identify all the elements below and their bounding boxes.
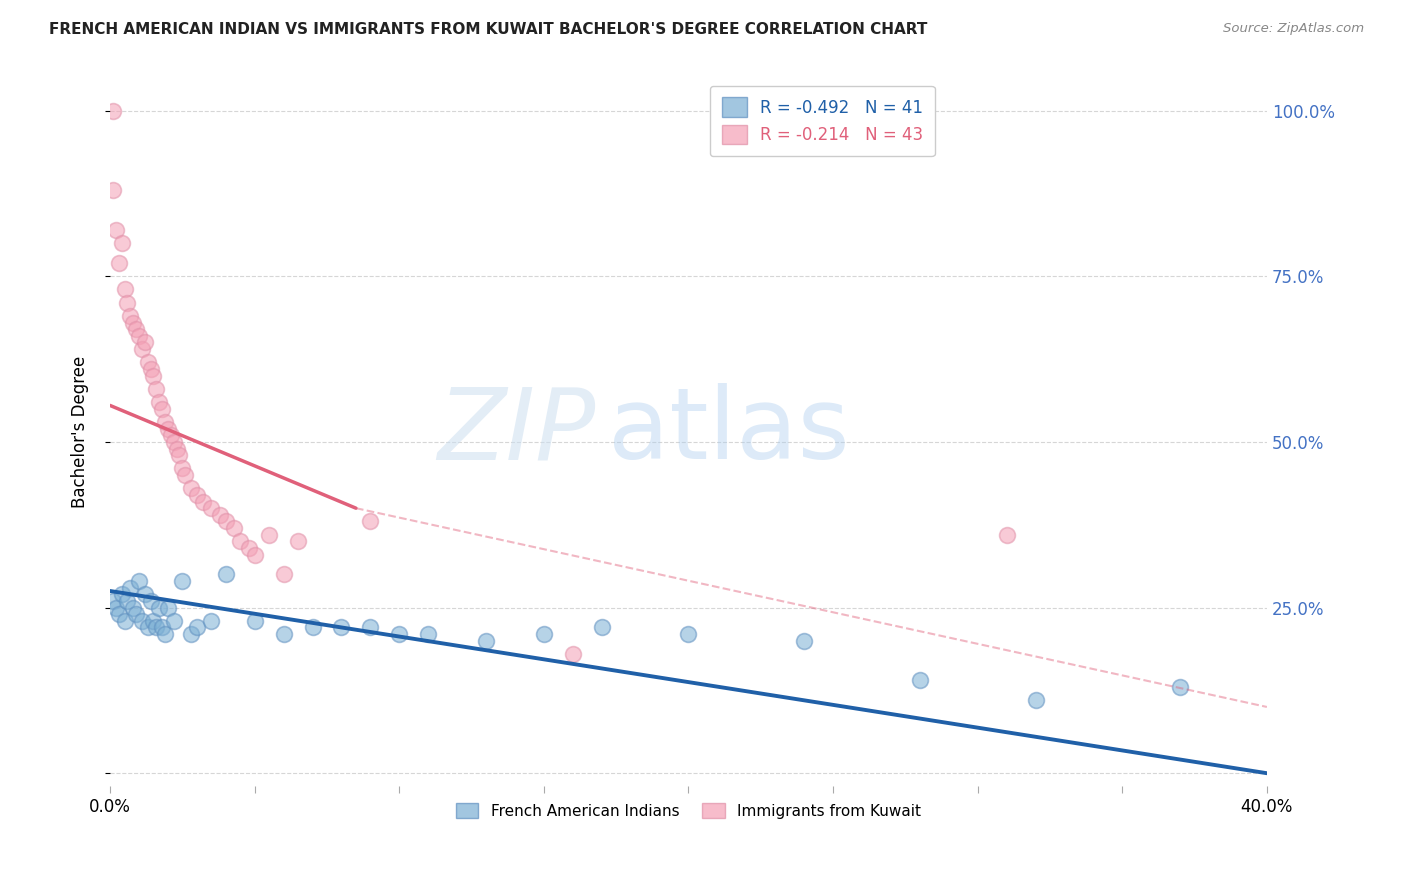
- Point: [229, 534, 252, 549]
- Point: [257, 527, 280, 541]
- Point: [330, 620, 353, 634]
- Legend: French American Indians, Immigrants from Kuwait: French American Indians, Immigrants from…: [450, 797, 928, 825]
- Point: [163, 434, 186, 449]
- Point: [120, 309, 142, 323]
- Point: [224, 521, 246, 535]
- Point: [131, 614, 153, 628]
- Point: [131, 342, 153, 356]
- Point: [139, 362, 162, 376]
- Point: [104, 223, 127, 237]
- Point: [136, 355, 159, 369]
- Point: [243, 614, 266, 628]
- Point: [186, 488, 208, 502]
- Text: Source: ZipAtlas.com: Source: ZipAtlas.com: [1223, 22, 1364, 36]
- Point: [139, 594, 162, 608]
- Point: [156, 600, 179, 615]
- Point: [128, 329, 150, 343]
- Point: [186, 620, 208, 634]
- Point: [150, 401, 173, 416]
- Point: [388, 627, 411, 641]
- Point: [678, 627, 700, 641]
- Point: [111, 236, 134, 251]
- Point: [101, 183, 124, 197]
- Point: [215, 515, 238, 529]
- Point: [156, 422, 179, 436]
- Point: [111, 587, 134, 601]
- Point: [200, 501, 222, 516]
- Point: [163, 614, 186, 628]
- Point: [153, 627, 176, 641]
- Y-axis label: Bachelor's Degree: Bachelor's Degree: [72, 356, 89, 508]
- Point: [122, 600, 145, 615]
- Text: atlas: atlas: [607, 384, 849, 481]
- Point: [995, 527, 1018, 541]
- Point: [591, 620, 613, 634]
- Point: [191, 494, 214, 508]
- Point: [145, 382, 167, 396]
- Point: [793, 633, 815, 648]
- Point: [104, 600, 127, 615]
- Point: [172, 461, 194, 475]
- Text: FRENCH AMERICAN INDIAN VS IMMIGRANTS FROM KUWAIT BACHELOR'S DEGREE CORRELATION C: FRENCH AMERICAN INDIAN VS IMMIGRANTS FRO…: [49, 22, 928, 37]
- Point: [1168, 680, 1191, 694]
- Point: [172, 574, 194, 588]
- Point: [148, 395, 170, 409]
- Point: [180, 627, 202, 641]
- Point: [101, 103, 124, 118]
- Point: [117, 594, 139, 608]
- Point: [301, 620, 323, 634]
- Point: [120, 581, 142, 595]
- Point: [243, 548, 266, 562]
- Point: [208, 508, 231, 522]
- Point: [561, 647, 583, 661]
- Point: [122, 316, 145, 330]
- Point: [107, 607, 129, 622]
- Point: [114, 283, 136, 297]
- Point: [287, 534, 309, 549]
- Point: [200, 614, 222, 628]
- Point: [215, 567, 238, 582]
- Point: [145, 620, 167, 634]
- Point: [148, 600, 170, 615]
- Point: [1025, 693, 1047, 707]
- Point: [273, 567, 295, 582]
- Point: [114, 614, 136, 628]
- Point: [166, 442, 188, 456]
- Point: [359, 515, 381, 529]
- Point: [159, 428, 181, 442]
- Point: [150, 620, 173, 634]
- Point: [107, 256, 129, 270]
- Point: [180, 481, 202, 495]
- Point: [125, 607, 148, 622]
- Point: [475, 633, 498, 648]
- Point: [136, 620, 159, 634]
- Point: [359, 620, 381, 634]
- Point: [169, 448, 191, 462]
- Text: ZIP: ZIP: [437, 384, 596, 481]
- Point: [142, 614, 165, 628]
- Point: [418, 627, 440, 641]
- Point: [142, 368, 165, 383]
- Point: [117, 295, 139, 310]
- Point: [153, 415, 176, 429]
- Point: [134, 335, 156, 350]
- Point: [273, 627, 295, 641]
- Point: [125, 322, 148, 336]
- Point: [174, 468, 197, 483]
- Point: [101, 594, 124, 608]
- Point: [238, 541, 260, 555]
- Point: [533, 627, 555, 641]
- Point: [908, 673, 931, 688]
- Point: [134, 587, 156, 601]
- Point: [128, 574, 150, 588]
